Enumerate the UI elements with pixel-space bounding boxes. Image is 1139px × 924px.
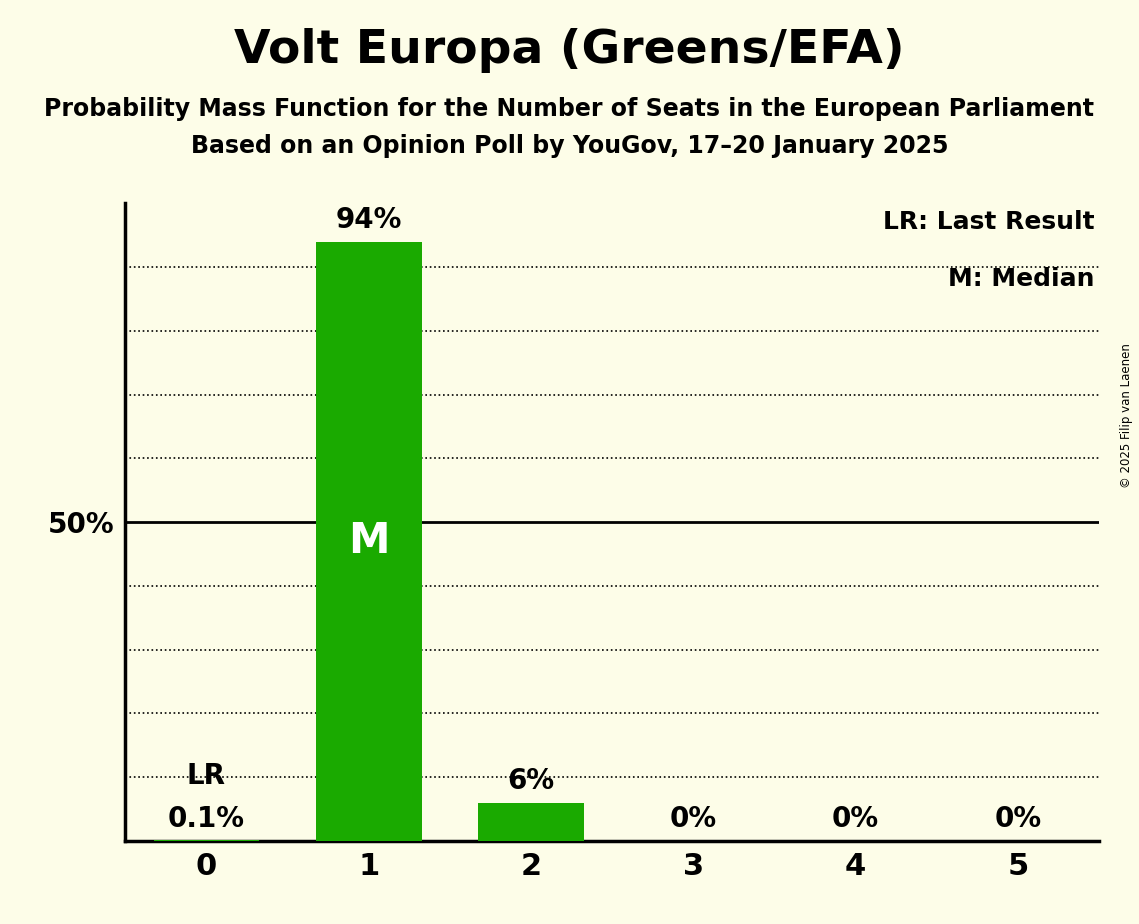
Bar <box>478 803 584 841</box>
Text: 6%: 6% <box>508 767 555 795</box>
Text: 0.1%: 0.1% <box>167 805 245 833</box>
Bar <box>316 241 421 841</box>
Text: Based on an Opinion Poll by YouGov, 17–20 January 2025: Based on an Opinion Poll by YouGov, 17–2… <box>190 134 949 158</box>
Text: LR: LR <box>187 761 226 790</box>
Text: 0%: 0% <box>833 805 879 833</box>
Text: LR: Last Result: LR: Last Result <box>883 210 1095 234</box>
Text: 94%: 94% <box>336 206 402 234</box>
Text: Probability Mass Function for the Number of Seats in the European Parliament: Probability Mass Function for the Number… <box>44 97 1095 121</box>
Text: © 2025 Filip van Laenen: © 2025 Filip van Laenen <box>1121 344 1133 488</box>
Text: M: Median: M: Median <box>948 267 1095 291</box>
Text: 0%: 0% <box>994 805 1041 833</box>
Text: 0%: 0% <box>670 805 716 833</box>
Text: Volt Europa (Greens/EFA): Volt Europa (Greens/EFA) <box>235 28 904 73</box>
Text: M: M <box>349 520 390 562</box>
